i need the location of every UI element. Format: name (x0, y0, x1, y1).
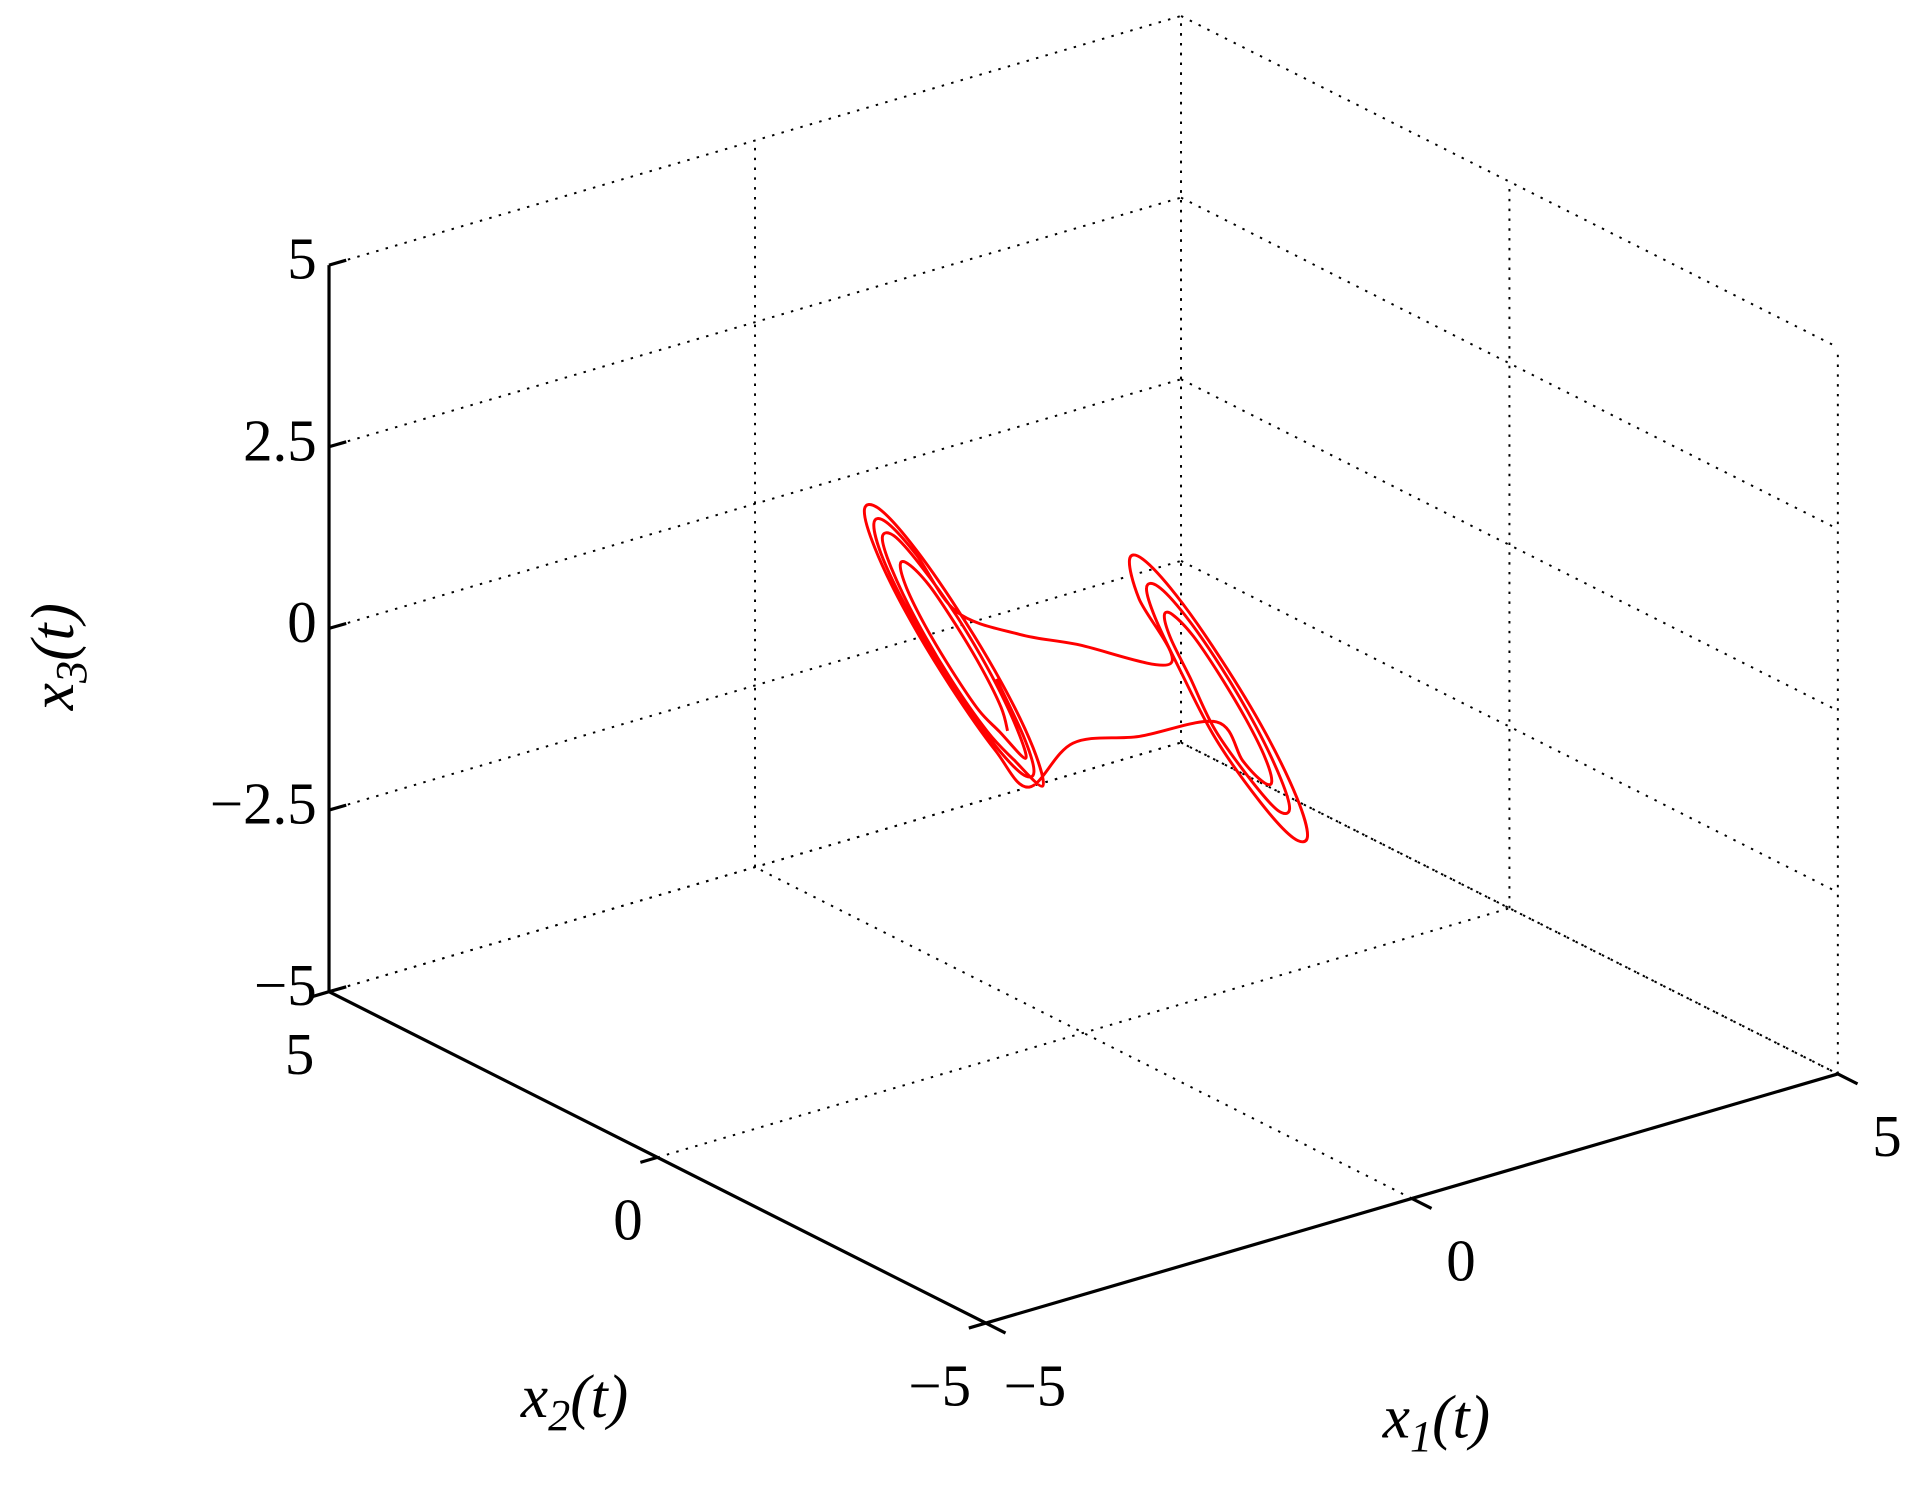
x-axis-label: x1(t) (1382, 1384, 1490, 1461)
x-label-sub: 1 (1410, 1412, 1432, 1461)
z-tick-label: 0 (287, 589, 316, 655)
z-tick (328, 803, 347, 812)
z-label-base: x (19, 683, 87, 711)
y-label-base: x (520, 1363, 548, 1431)
y-label-sub: 2 (548, 1391, 570, 1440)
x-tick-label: −5 (1004, 1352, 1067, 1418)
x-tick-label: 5 (1872, 1103, 1901, 1169)
x-tick (985, 1321, 1007, 1335)
z-tick-label: 2.5 (243, 407, 317, 473)
y-tick-label: 0 (613, 1187, 642, 1253)
z-tick (328, 440, 347, 449)
z-tick (328, 985, 347, 994)
z-tick (328, 621, 347, 630)
z-axis-label: x3(t) (19, 603, 96, 711)
grid-line (1180, 196, 1839, 530)
y-tick (968, 1321, 987, 1330)
grid-line (657, 907, 1510, 1159)
z-tick-label: −5 (254, 952, 317, 1018)
grid-line (328, 378, 1182, 630)
y-tick-label: 5 (285, 1021, 314, 1087)
z-tick-label: 5 (287, 226, 316, 292)
grid-line (328, 196, 1182, 448)
x-tick (1411, 1197, 1433, 1210)
x-label-base: x (1382, 1384, 1410, 1452)
y-label-rest: (t) (570, 1363, 628, 1431)
x-tick-label: 0 (1446, 1228, 1475, 1294)
y-axis-label: x2(t) (520, 1363, 628, 1440)
y-tick (311, 990, 330, 999)
x-label-rest: (t) (1432, 1384, 1490, 1452)
grid-line (328, 741, 1182, 993)
z-tick (328, 258, 347, 267)
z-tick-label: −2.5 (210, 771, 317, 837)
trajectory (862, 503, 1309, 844)
y-tick (639, 1155, 658, 1164)
grid-line (328, 559, 1182, 811)
grid-line (328, 15, 1182, 267)
y-tick-label: −5 (908, 1352, 971, 1418)
z-label-rest: (t) (19, 603, 87, 661)
z-label-sub: 3 (47, 661, 96, 684)
grid-line (1180, 560, 1839, 894)
x-axis-line (985, 1072, 1839, 1325)
x-tick (1837, 1072, 1859, 1086)
